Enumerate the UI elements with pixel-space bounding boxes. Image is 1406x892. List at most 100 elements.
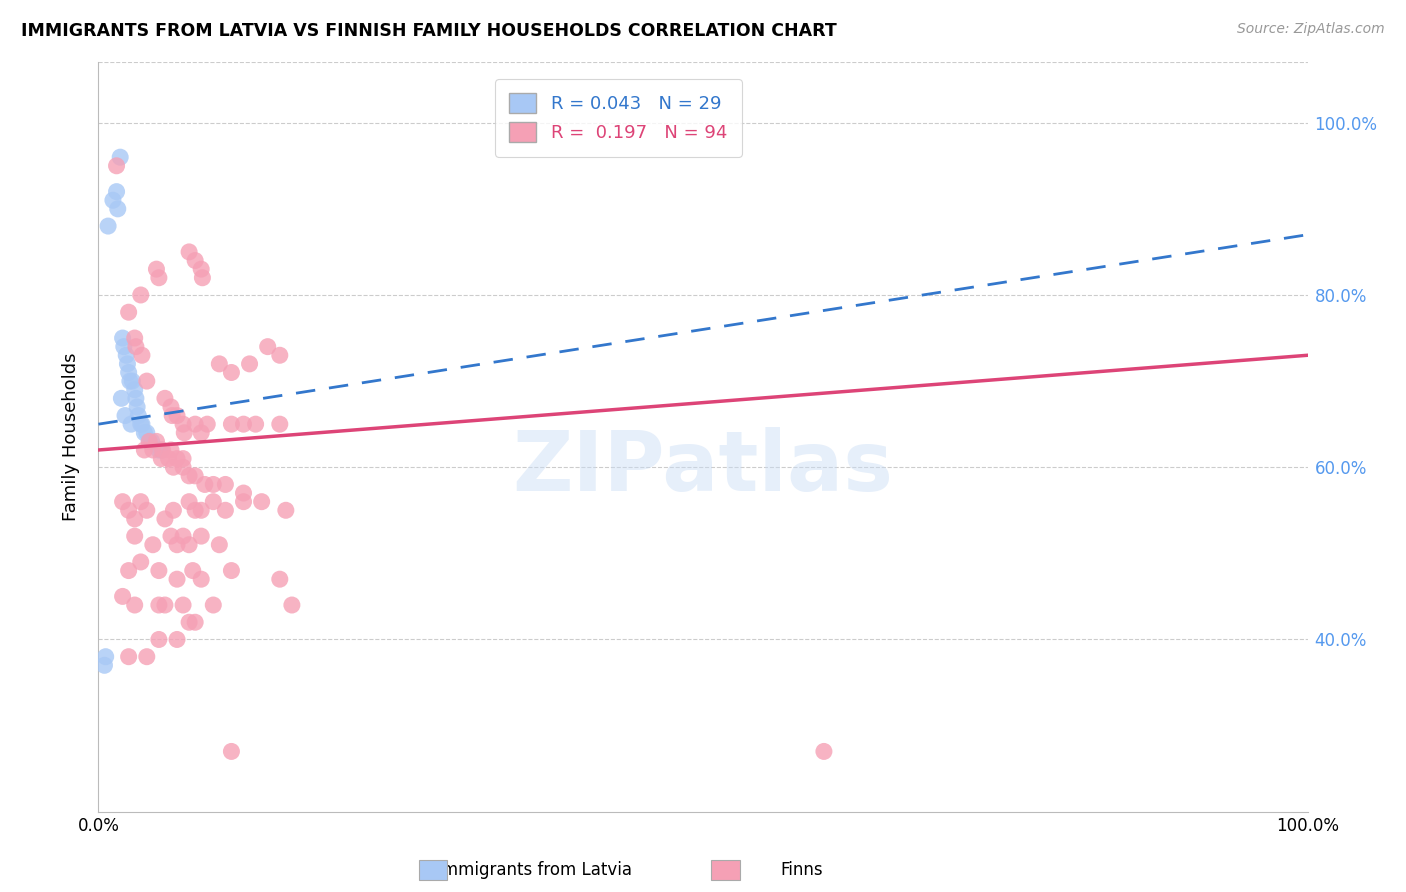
Point (202, 494, 225, 508)
Point (153, 512, 176, 526)
Point (121, 374, 143, 388)
Point (191, 270, 214, 285)
Point (166, 409, 188, 423)
Point (160, 400, 183, 414)
Point (179, 615, 201, 630)
Point (190, 572, 212, 586)
Point (135, 425, 157, 440)
Text: IMMIGRANTS FROM LATVIA VS FINNISH FAMILY HOUSEHOLDS CORRELATION CHART: IMMIGRANTS FROM LATVIA VS FINNISH FAMILY… (21, 22, 837, 40)
Point (148, 442, 170, 457)
Point (250, 494, 273, 508)
Point (124, 331, 146, 345)
Point (145, 434, 167, 449)
Point (142, 442, 165, 457)
Point (184, 615, 207, 630)
Point (134, 442, 156, 457)
Point (131, 417, 153, 432)
Point (124, 512, 146, 526)
Point (202, 598, 225, 612)
Point (221, 564, 243, 578)
Point (110, 392, 132, 406)
Point (221, 744, 243, 758)
Point (245, 417, 267, 432)
Point (111, 331, 134, 345)
Point (117, 357, 139, 371)
Point (269, 417, 291, 432)
Point (118, 366, 141, 380)
Point (129, 417, 152, 432)
Point (214, 503, 236, 517)
Point (214, 477, 236, 491)
Point (118, 374, 141, 388)
Point (97, 219, 120, 233)
Point (160, 442, 183, 457)
Point (184, 417, 207, 432)
Point (172, 460, 194, 475)
Point (208, 538, 231, 552)
Point (115, 348, 138, 362)
Point (118, 503, 141, 517)
Point (179, 538, 201, 552)
Point (108, 150, 131, 164)
Point (190, 425, 212, 440)
Point (179, 468, 201, 483)
Point (124, 529, 146, 543)
Point (269, 572, 291, 586)
Point (239, 357, 262, 371)
Legend: R = 0.043   N = 29, R =  0.197   N = 94: R = 0.043 N = 29, R = 0.197 N = 94 (495, 79, 742, 157)
Point (166, 451, 188, 466)
Point (208, 357, 231, 371)
Point (129, 555, 152, 569)
Point (131, 348, 153, 362)
Point (190, 262, 212, 277)
Point (135, 649, 157, 664)
Point (232, 494, 254, 508)
Point (101, 193, 124, 207)
Point (202, 477, 225, 491)
Point (160, 409, 183, 423)
Point (181, 564, 204, 578)
Point (114, 409, 136, 423)
Point (221, 417, 243, 432)
Point (148, 598, 170, 612)
Point (148, 632, 170, 647)
Point (150, 451, 173, 466)
Point (195, 417, 218, 432)
Point (142, 538, 165, 552)
Point (166, 632, 188, 647)
Point (150, 442, 173, 457)
Point (190, 529, 212, 543)
Point (157, 451, 180, 466)
Point (152, 442, 174, 457)
Point (118, 564, 141, 578)
Point (125, 340, 148, 354)
Point (274, 503, 297, 517)
Point (134, 425, 156, 440)
Point (94, 649, 117, 664)
Point (93, 658, 115, 673)
Point (105, 185, 128, 199)
Text: Finns: Finns (780, 861, 823, 879)
Point (172, 417, 194, 432)
Point (184, 253, 207, 268)
Point (135, 374, 157, 388)
Point (124, 383, 146, 397)
Point (179, 494, 201, 508)
Point (138, 434, 160, 449)
Point (118, 649, 141, 664)
Point (184, 468, 207, 483)
Point (162, 503, 184, 517)
Point (172, 451, 194, 466)
Point (172, 598, 194, 612)
Point (127, 409, 149, 423)
Point (145, 262, 167, 277)
Point (118, 305, 141, 319)
Point (813, 744, 835, 758)
Point (127, 400, 149, 414)
Point (148, 270, 170, 285)
Point (120, 417, 142, 432)
Point (232, 486, 254, 500)
Point (221, 366, 243, 380)
Point (184, 503, 207, 517)
Point (107, 202, 129, 216)
